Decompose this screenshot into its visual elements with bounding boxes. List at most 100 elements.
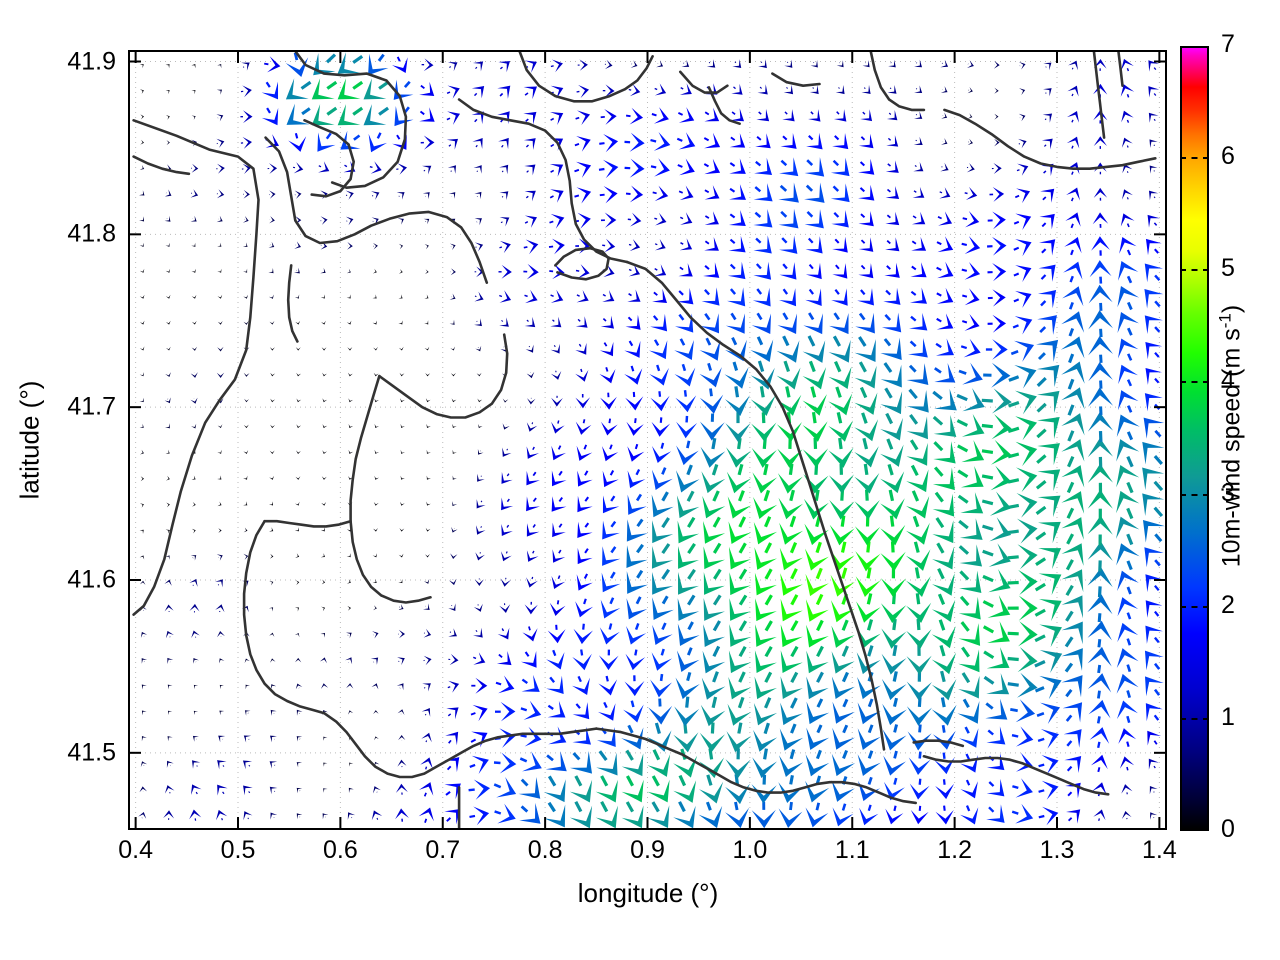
arrow-head	[499, 191, 509, 200]
wind-arrow	[679, 238, 693, 251]
wind-arrow	[191, 630, 200, 638]
wind-arrow	[521, 651, 537, 668]
wind-arrow	[880, 337, 902, 360]
wind-arrow	[450, 373, 456, 377]
wind-arrow	[552, 549, 566, 563]
wind-arrow	[478, 424, 483, 429]
wind-arrow	[322, 398, 328, 403]
wind-arrow	[400, 501, 405, 506]
wind-arrow	[523, 86, 538, 100]
wind-arrow	[909, 778, 930, 800]
wind-arrow	[140, 476, 145, 482]
colorbar-tick-label: 3	[1221, 478, 1235, 507]
arrow-head	[576, 187, 592, 204]
arrow-head	[833, 109, 847, 122]
wind-arrow	[1041, 138, 1053, 150]
wind-arrow	[345, 190, 354, 200]
wind-arrow	[958, 544, 983, 567]
arrow-head	[777, 448, 803, 468]
wind-arrow	[727, 490, 752, 519]
arrow-head	[831, 676, 855, 699]
arrow-head	[473, 652, 486, 665]
wind-arrow	[217, 64, 222, 69]
wind-arrow	[216, 554, 223, 561]
colorbar-tick	[1180, 605, 1209, 608]
arrow-head	[629, 185, 644, 203]
arrow-head	[991, 414, 1012, 440]
wind-arrow	[473, 652, 486, 665]
arrow-head	[165, 268, 171, 273]
wind-arrow	[1149, 165, 1158, 174]
arrow-head	[729, 158, 746, 174]
arrow-head	[621, 727, 644, 750]
wind-arrow	[337, 104, 364, 126]
arrow-head	[449, 319, 455, 325]
arrow-head	[164, 579, 172, 586]
arrow-head	[802, 367, 827, 390]
arrow-head	[906, 602, 932, 624]
wind-arrow	[400, 398, 405, 403]
arrow-head	[578, 238, 591, 254]
arrow-head	[880, 364, 902, 388]
wind-arrow	[780, 620, 803, 648]
wind-arrow	[164, 785, 175, 794]
arrow-head	[526, 550, 539, 562]
wind-arrow	[576, 290, 589, 303]
arrow-head	[1038, 289, 1057, 309]
wind-arrow	[958, 518, 983, 540]
arrow-head	[1014, 365, 1037, 389]
arrow-head	[497, 627, 510, 640]
wind-arrow	[474, 242, 484, 252]
wind-arrow	[444, 808, 461, 825]
arrow-head	[346, 320, 352, 325]
wind-arrow	[981, 491, 1012, 516]
arrow-head	[829, 524, 855, 546]
wind-arrow	[244, 710, 251, 716]
wind-arrow	[857, 288, 874, 306]
wind-arrow	[321, 476, 327, 480]
y-axis-tick-label: 41.6	[67, 565, 116, 594]
arrow-head	[1040, 702, 1061, 724]
wind-arrow	[164, 189, 172, 197]
arrow-head	[805, 573, 829, 597]
arrow-head	[832, 807, 854, 827]
arrow-head	[699, 394, 724, 414]
arrow-head	[499, 164, 509, 175]
arrow-head	[140, 449, 144, 455]
wind-arrow	[726, 463, 752, 494]
arrow-head	[243, 553, 249, 560]
wind-arrow	[551, 496, 567, 512]
wind-arrow	[1043, 88, 1052, 97]
wind-arrow	[855, 541, 881, 572]
wind-arrow	[216, 163, 225, 174]
wind-arrow	[885, 186, 900, 200]
wind-arrow	[828, 360, 852, 390]
wind-arrow	[962, 288, 980, 306]
arrow-head	[729, 210, 746, 226]
wind-arrow	[243, 372, 250, 377]
arrow-head	[1038, 521, 1061, 544]
arrow-head	[932, 573, 955, 596]
wind-arrow	[448, 653, 459, 666]
x-axis-tick-label: 0.4	[118, 836, 154, 864]
arrow-head	[139, 372, 144, 377]
arrow-head	[347, 242, 353, 250]
wind-arrow	[296, 372, 301, 377]
wind-arrow	[625, 391, 644, 411]
wind-arrow	[1038, 806, 1059, 826]
arrow-head	[242, 216, 249, 223]
arrow-head	[779, 235, 798, 254]
wind-arrow	[649, 339, 668, 360]
arrow-head	[964, 288, 980, 306]
wind-arrow	[880, 463, 905, 494]
wind-arrow	[728, 671, 752, 700]
arrow-head	[629, 239, 641, 252]
wind-arrow	[1061, 439, 1085, 468]
arrow-head	[754, 572, 777, 596]
arrow-head	[191, 90, 196, 95]
arrow-head	[1092, 782, 1107, 795]
arrow-head	[858, 780, 881, 802]
wind-arrow	[423, 655, 432, 666]
wind-arrow	[1036, 417, 1060, 440]
wind-arrow	[502, 423, 510, 430]
